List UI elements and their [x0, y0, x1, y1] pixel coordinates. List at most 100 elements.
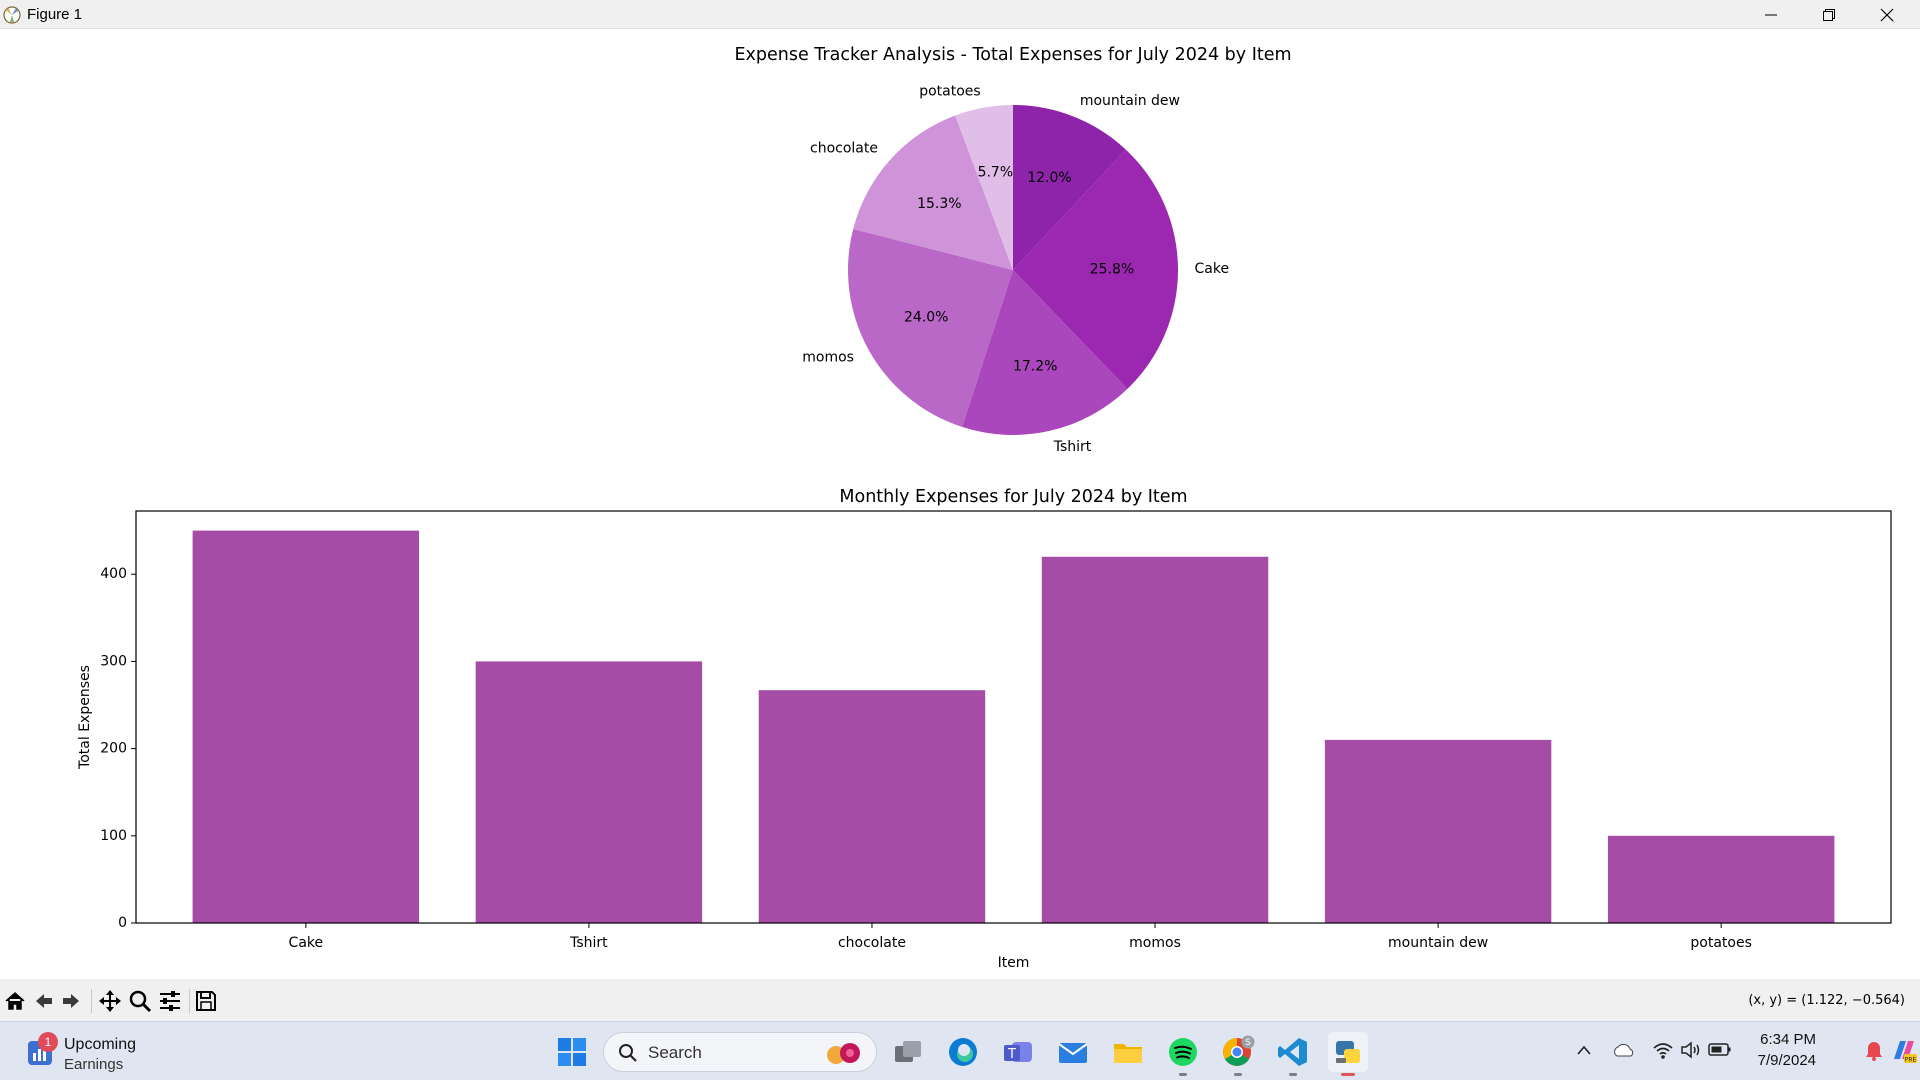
- task-view-button[interactable]: [888, 1032, 928, 1072]
- python-icon: [1336, 1041, 1360, 1063]
- bar-momos: [1041, 556, 1269, 923]
- edge-icon: [949, 1038, 977, 1066]
- widget-subtitle: Earnings: [64, 1056, 124, 1073]
- figure-svg: Expense Tracker Analysis - Total Expense…: [77, 45, 1892, 971]
- chrome-profile-badge: S: [1245, 1038, 1251, 1048]
- zoom-icon[interactable]: [127, 988, 153, 1014]
- pie-slice-potatoes: [955, 105, 1013, 270]
- matplotlib-app-icon: [3, 6, 21, 24]
- notification-badge: 1: [38, 1032, 58, 1052]
- battery-icon[interactable]: [1708, 1042, 1732, 1058]
- mail-icon: [1058, 1043, 1088, 1063]
- chrome-icon: S: [1223, 1035, 1255, 1066]
- x-tick-label: Cake: [289, 935, 324, 951]
- widgets-button[interactable]: 1 Upcoming Earnings: [22, 1030, 182, 1074]
- pan-icon[interactable]: [97, 988, 123, 1014]
- wifi-icon[interactable]: [1652, 1040, 1674, 1060]
- pie-label-potatoes: potatoes: [919, 83, 980, 99]
- minimize-button[interactable]: [1742, 0, 1800, 29]
- x-tick-label: Tshirt: [569, 935, 608, 951]
- spotify-icon: [1169, 1038, 1197, 1066]
- windows-taskbar: 1 Upcoming Earnings Search T: [0, 1021, 1920, 1080]
- navigation-toolbar: (x, y) = (1.122, −0.564): [0, 979, 1920, 1021]
- svg-text:T: T: [1007, 1047, 1016, 1062]
- configure-subplots-icon[interactable]: [157, 988, 183, 1014]
- pie-label-cake: Cake: [1194, 261, 1229, 277]
- widget-title: Upcoming: [64, 1036, 137, 1053]
- restore-icon: [1823, 8, 1835, 21]
- pie-slice-mountain-dew: [1013, 105, 1126, 270]
- x-tick-label: momos: [1129, 935, 1181, 951]
- bar-chart: Monthly Expenses for July 2024 by Item Ca…: [77, 487, 1892, 971]
- search-highlight-icon: [827, 1043, 860, 1064]
- teams-button[interactable]: T: [998, 1032, 1038, 1072]
- show-hidden-icons-icon[interactable]: [1576, 1044, 1592, 1056]
- start-button[interactable]: [552, 1032, 592, 1072]
- pie-label-tshirt: Tshirt: [1053, 439, 1092, 455]
- clock-date[interactable]: 7/9/2024: [1757, 1052, 1816, 1069]
- bar-chart-title: Monthly Expenses for July 2024 by Item: [839, 487, 1187, 507]
- vscode-icon: [1278, 1038, 1307, 1066]
- edge-button[interactable]: [943, 1032, 983, 1072]
- file-explorer-icon: [1114, 1044, 1142, 1063]
- notification-bell-icon[interactable]: [1865, 1040, 1883, 1062]
- y-tick-label: 400: [100, 566, 127, 582]
- pie-percent-label: 12.0%: [1027, 170, 1071, 186]
- bar-cake: [192, 530, 420, 923]
- copilot-icon[interactable]: PRE: [1890, 1037, 1918, 1065]
- minimize-icon: [1765, 14, 1777, 15]
- title-bar: Figure 1: [0, 0, 1920, 29]
- bar-tshirt: [475, 661, 703, 923]
- python-button[interactable]: [1328, 1032, 1368, 1076]
- back-icon[interactable]: [31, 988, 57, 1014]
- pie-chart: 12.0% mountain dew 25.8% Cake 17.2% Tshirt 24.…: [802, 83, 1229, 454]
- task-view-icon: [895, 1041, 921, 1062]
- cursor-coordinates: (x, y) = (1.122, −0.564): [1748, 993, 1905, 1008]
- y-tick-label: 0: [118, 915, 127, 931]
- x-tick-label: mountain dew: [1388, 935, 1488, 951]
- onedrive-icon[interactable]: [1612, 1042, 1636, 1058]
- bar-potatoes: [1607, 835, 1835, 923]
- home-icon[interactable]: [2, 988, 28, 1014]
- taskbar-search[interactable]: Search: [603, 1032, 877, 1072]
- axes-frame: [135, 510, 1892, 924]
- pie-label-chocolate: chocolate: [810, 141, 878, 157]
- forward-icon[interactable]: [58, 988, 84, 1014]
- pie-slice-chocolate: [853, 115, 1013, 270]
- toolbar-separator: [91, 989, 92, 1013]
- x-axis-label: Item: [998, 955, 1030, 971]
- spotify-button[interactable]: [1163, 1032, 1203, 1076]
- y-tick-label: 100: [100, 828, 127, 844]
- start-icon: [558, 1038, 586, 1066]
- pie-slice-tshirt: [962, 270, 1128, 435]
- pie-slice-cake: [1013, 149, 1178, 389]
- y-tick-label: 200: [100, 741, 127, 757]
- vscode-button[interactable]: [1273, 1032, 1313, 1076]
- running-indicator: [1179, 1073, 1187, 1076]
- pie-percent-label: 25.8%: [1090, 261, 1134, 277]
- pie-percent-label: 5.7%: [978, 165, 1014, 181]
- pie-label-momos: momos: [802, 349, 854, 365]
- svg-text:PRE: PRE: [1905, 1057, 1917, 1064]
- y-tick-label: 300: [100, 653, 127, 669]
- toolbar-separator: [189, 989, 190, 1013]
- pie-slice-momos: [848, 228, 1013, 427]
- file-explorer-button[interactable]: [1108, 1032, 1148, 1072]
- bar-mountain-dew: [1324, 739, 1552, 923]
- pie-percent-label: 15.3%: [917, 196, 961, 212]
- chrome-button[interactable]: S: [1218, 1032, 1258, 1076]
- figure-canvas[interactable]: Expense Tracker Analysis - Total Expense…: [0, 29, 1920, 979]
- y-axis-label: Total Expenses: [77, 665, 93, 770]
- close-button[interactable]: [1858, 0, 1916, 29]
- pie-percent-label: 24.0%: [904, 310, 948, 326]
- save-icon[interactable]: [193, 988, 219, 1014]
- x-tick-label: chocolate: [838, 935, 906, 951]
- restore-button[interactable]: [1800, 0, 1858, 29]
- running-indicator: [1289, 1073, 1297, 1076]
- window-title: Figure 1: [27, 6, 83, 23]
- pie-label-mountain-dew: mountain dew: [1080, 93, 1180, 109]
- search-icon: [619, 1044, 637, 1062]
- volume-icon[interactable]: [1680, 1040, 1702, 1060]
- clock-time[interactable]: 6:34 PM: [1760, 1031, 1816, 1048]
- mail-button[interactable]: [1053, 1032, 1093, 1072]
